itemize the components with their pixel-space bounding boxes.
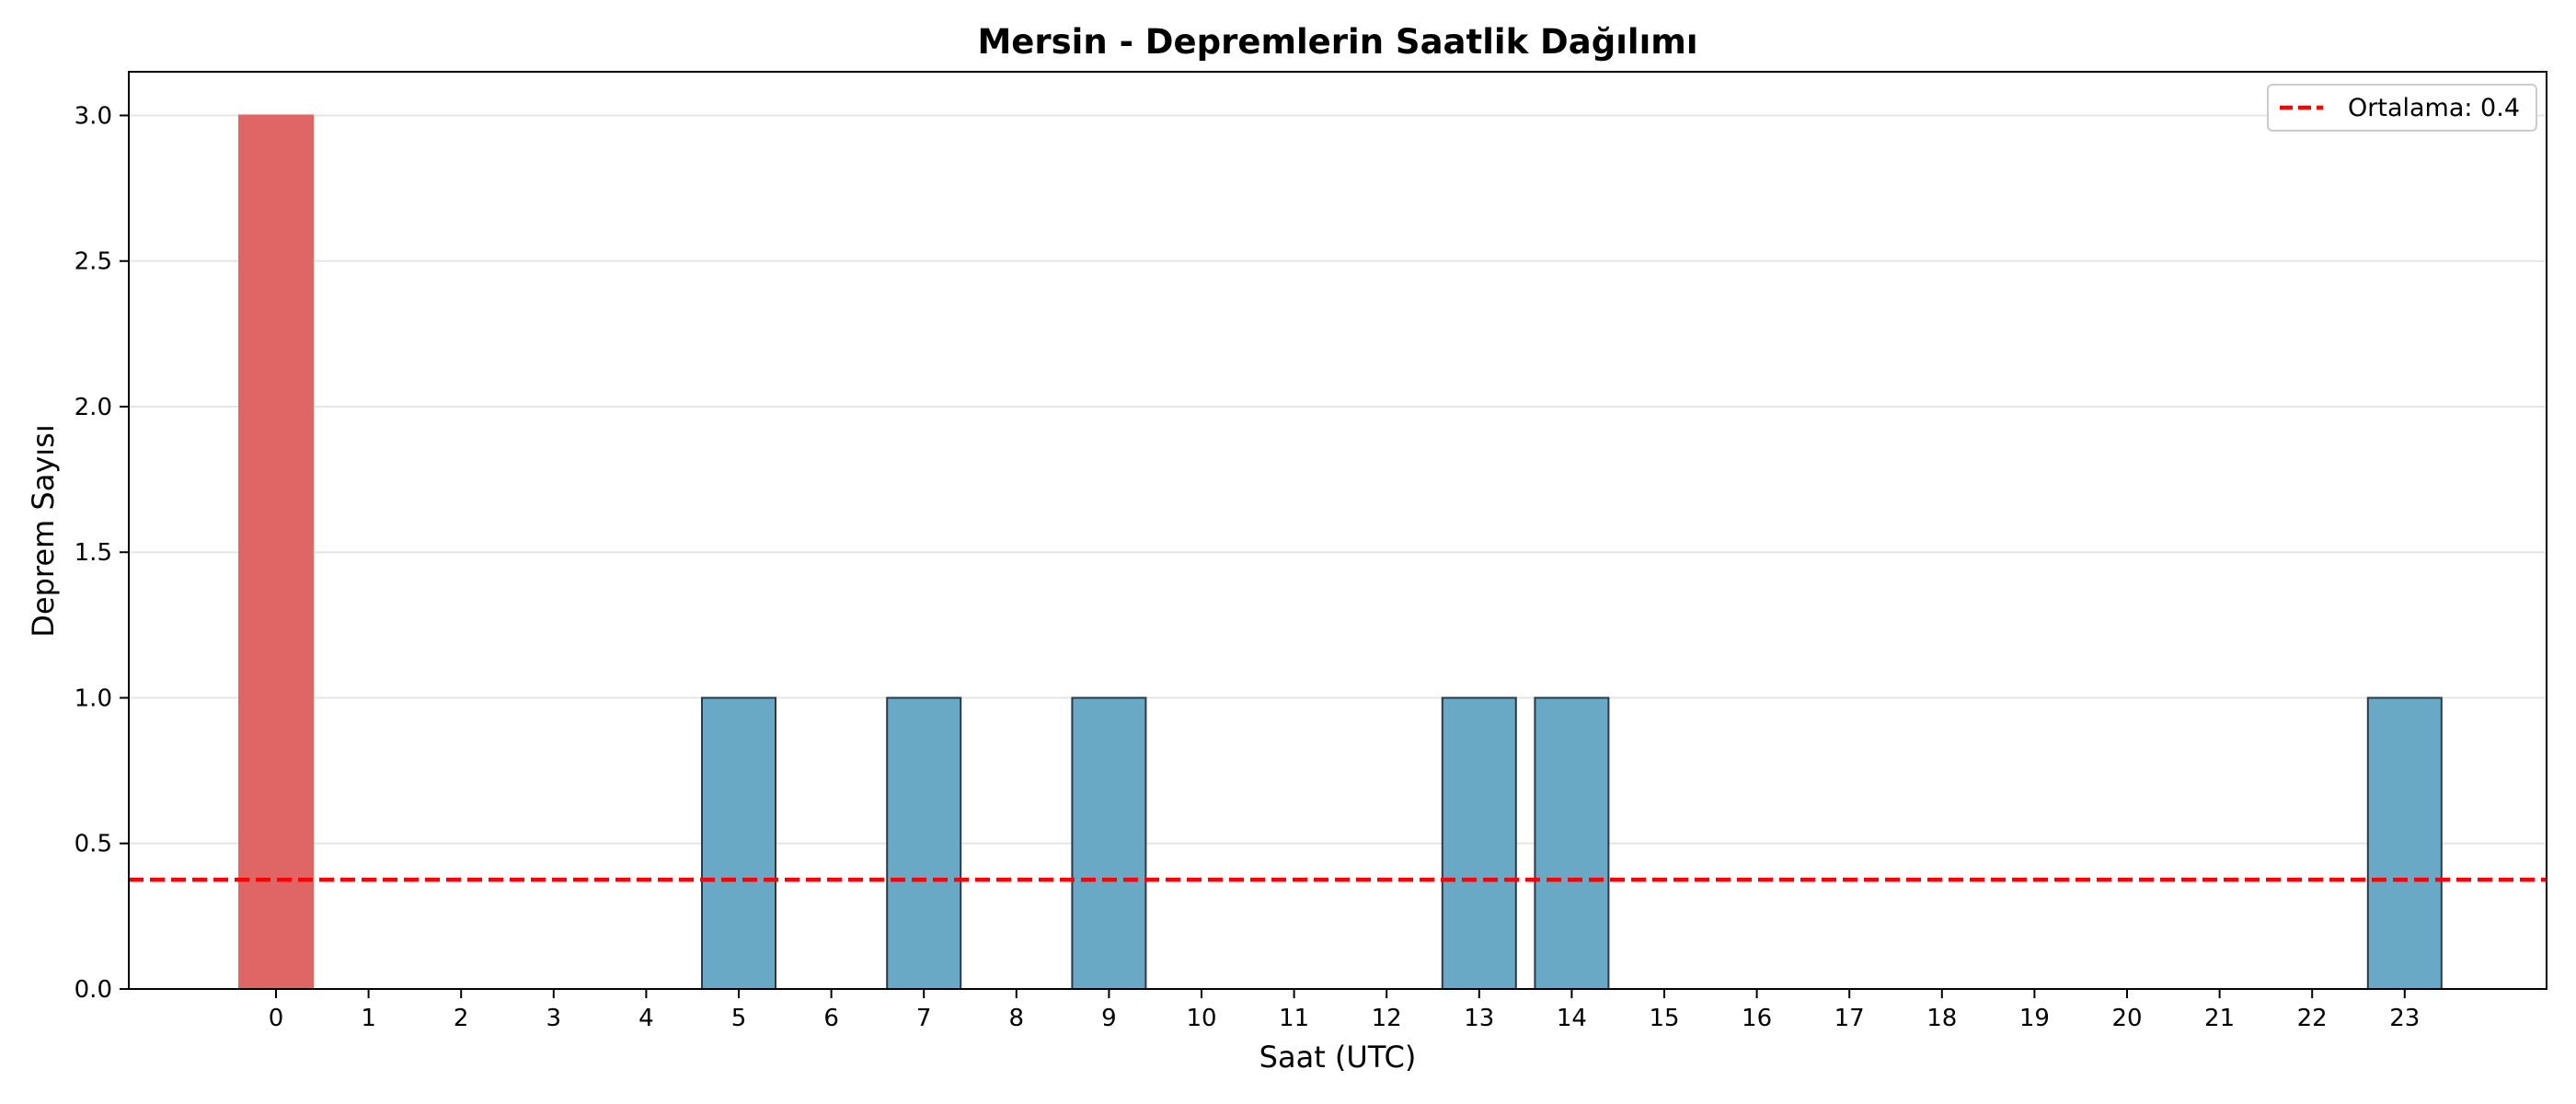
y-tick-label: 3.0 [75,102,112,130]
x-tick-label: 19 [2019,1005,2050,1032]
x-tick-label: 20 [2111,1005,2142,1032]
x-axis-label: Saat (UTC) [1259,1040,1417,1075]
y-tick-label: 1.0 [75,684,112,712]
x-tick-label: 3 [546,1005,562,1032]
y-tick-label: 2.0 [75,394,112,421]
x-tick-label: 15 [1649,1005,1679,1032]
legend-label: Ortalama: 0.4 [2348,94,2520,122]
x-tick-label: 21 [2204,1005,2235,1032]
x-tick-label: 6 [823,1005,839,1032]
x-tick-label: 4 [638,1005,654,1032]
y-tick-label: 0.0 [75,976,112,1004]
x-tick-label: 11 [1279,1005,1309,1032]
x-tick-label: 1 [361,1005,376,1032]
y-axis-ticks: 0.0 0.5 1.0 1.5 2.0 2.5 3.0 [75,102,129,1004]
x-tick-label: 18 [1926,1005,1957,1032]
x-tick-label: 2 [454,1005,469,1032]
bar-hour-14 [1534,696,1610,990]
y-tick-label: 2.5 [75,248,112,276]
x-tick-label: 14 [1557,1005,1587,1032]
x-tick-label: 17 [1834,1005,1865,1032]
x-tick-label: 8 [1009,1005,1025,1032]
bar-hour-0 [238,114,314,990]
x-tick-label: 7 [916,1005,932,1032]
bars [238,114,2443,990]
x-tick-label: 12 [1372,1005,1402,1032]
x-tick-label: 16 [1742,1005,1772,1032]
grid-lines [129,114,2547,990]
bar-hour-23 [2366,696,2443,990]
y-tick-label: 1.5 [75,539,112,567]
x-tick-label: 5 [731,1005,747,1032]
x-axis-ticks: 0 1 2 3 4 5 6 7 8 9 10 11 12 13 14 15 16 17 18 19 20 21 22 23 [269,989,2420,1032]
x-tick-label: 22 [2297,1005,2328,1032]
legend-box [2267,84,2537,132]
x-tick-label: 23 [2389,1005,2420,1032]
bar-hour-9 [1071,696,1147,990]
plot-frame [128,71,2547,990]
x-tick-label: 10 [1186,1005,1216,1032]
x-tick-label: 9 [1101,1005,1117,1032]
chart-title: Mersin - Depremlerin Saatlik Dağılımı [977,22,1697,62]
bar-hour-7 [886,696,962,990]
x-tick-label: 0 [269,1005,284,1032]
x-tick-label: 13 [1464,1005,1494,1032]
bar-hour-13 [1441,696,1517,990]
y-axis-label: Deprem Sayısı [26,424,61,637]
y-tick-label: 0.5 [75,831,112,858]
legend: Ortalama: 0.4 [2267,84,2537,132]
bar-hour-5 [701,696,776,990]
